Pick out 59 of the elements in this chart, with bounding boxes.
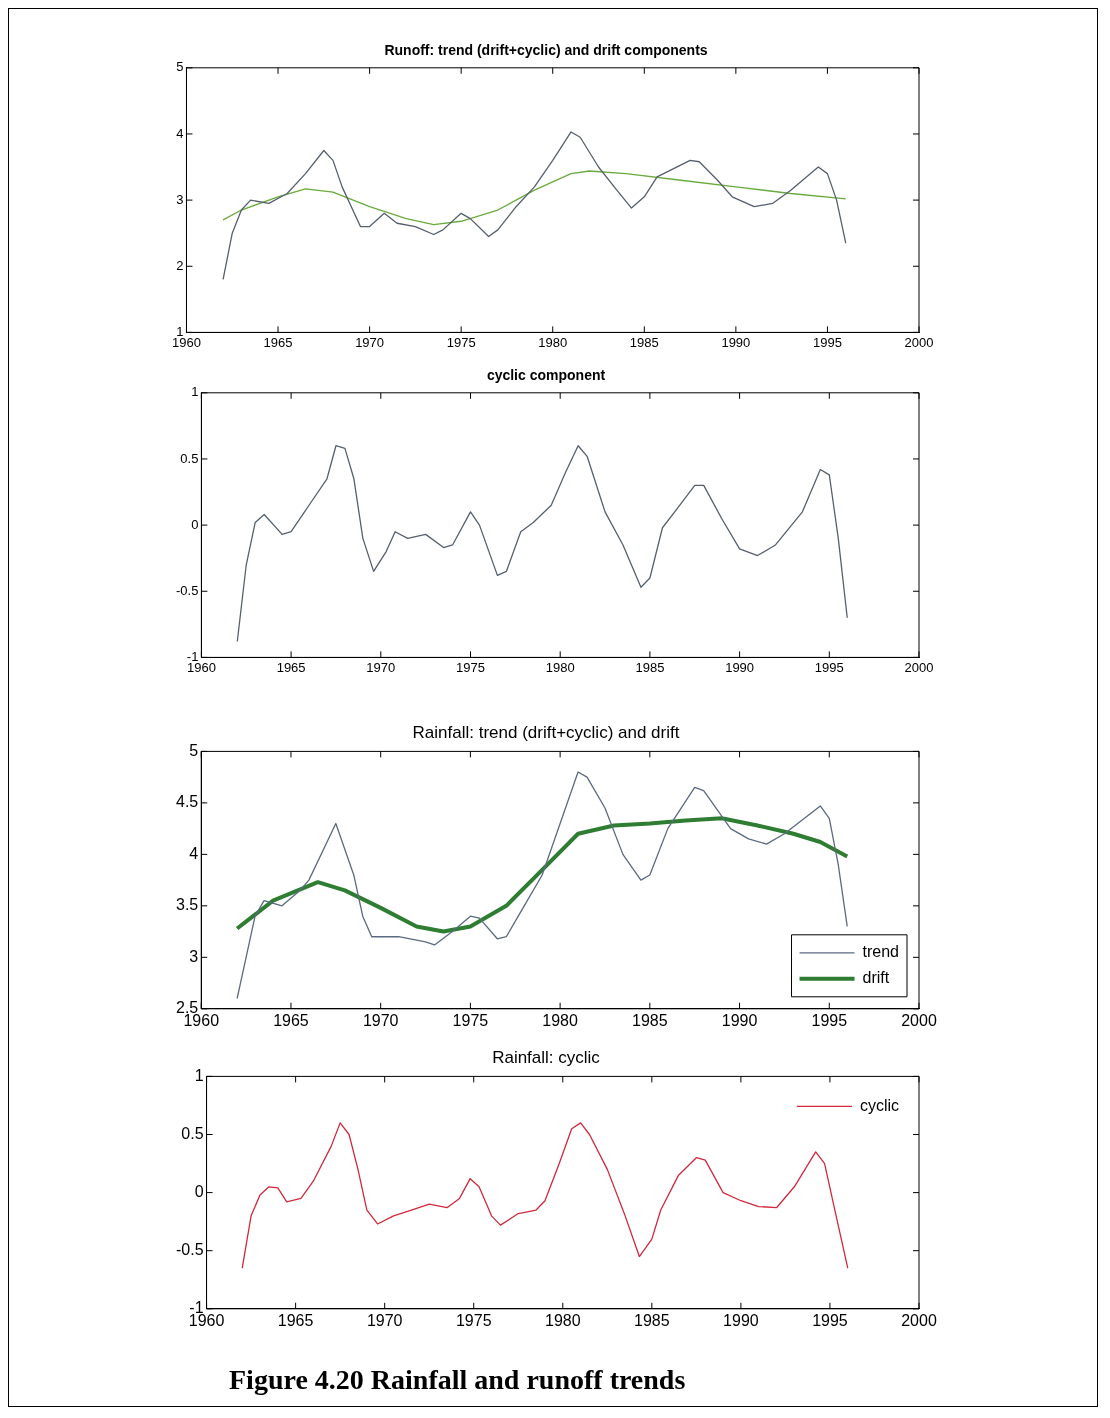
x-tick-label: 1995 xyxy=(814,659,844,675)
x-tick-label: 1970 xyxy=(366,1311,403,1329)
y-tick-label: 3 xyxy=(176,191,184,207)
y-tick-label: 1 xyxy=(194,1066,204,1084)
y-tick-label: 5 xyxy=(189,741,199,759)
x-tick-label: 1990 xyxy=(721,334,751,350)
x-tick-label: 1985 xyxy=(635,659,665,675)
legend-label: drift xyxy=(862,969,890,987)
chart-title: Rainfall: cyclic xyxy=(492,1047,601,1067)
x-tick-label: 1970 xyxy=(355,334,385,350)
x-tick-label: 1990 xyxy=(721,1011,758,1029)
x-tick-label: 1965 xyxy=(263,334,293,350)
y-tick-label: 0 xyxy=(194,1183,204,1201)
y-tick-label: 0.5 xyxy=(181,1124,204,1142)
y-tick-label: 4.5 xyxy=(175,793,199,811)
x-tick-label: 1970 xyxy=(362,1011,399,1029)
x-tick-label: 1980 xyxy=(545,659,575,675)
x-tick-label: 2000 xyxy=(904,659,934,675)
y-tick-label: -0.5 xyxy=(175,582,199,598)
chart-title: cyclic component xyxy=(486,367,606,384)
x-tick-label: 1980 xyxy=(542,1011,579,1029)
y-tick-label: 3 xyxy=(189,947,199,965)
y-tick-label: 3.5 xyxy=(175,896,199,914)
caption: Figure 4.20 Rainfall and runoff trends xyxy=(229,1364,687,1396)
x-tick-label: 2000 xyxy=(901,1011,937,1029)
x-tick-label: 1995 xyxy=(812,1311,848,1329)
legend-label: cyclic xyxy=(859,1096,899,1114)
y-tick-label: 1 xyxy=(191,384,199,400)
x-tick-label: 1970 xyxy=(366,659,396,675)
y-tick-label: 4 xyxy=(176,125,184,141)
x-tick-label: 1965 xyxy=(276,659,306,675)
x-tick-label: 1965 xyxy=(277,1311,314,1329)
x-tick-label: 1985 xyxy=(634,1311,670,1329)
x-tick-label: 1990 xyxy=(725,659,755,675)
x-tick-label: 1980 xyxy=(544,1311,581,1329)
x-tick-label: 1985 xyxy=(629,334,659,350)
legend-label: trend xyxy=(862,943,899,961)
x-tick-label: 1995 xyxy=(812,334,842,350)
y-tick-label: -1 xyxy=(186,648,199,664)
x-tick-label: 1995 xyxy=(811,1011,848,1029)
x-tick-label: 2000 xyxy=(901,1311,937,1329)
chart-title: Runoff: trend (drift+cyclic) and drift components xyxy=(384,42,708,59)
y-tick-label: -0.5 xyxy=(175,1241,204,1259)
x-tick-label: 1975 xyxy=(446,334,476,350)
x-tick-label: 1990 xyxy=(723,1311,759,1329)
x-tick-label: 1980 xyxy=(538,334,568,350)
x-tick-label: 1975 xyxy=(452,1011,489,1029)
y-tick-label: 2 xyxy=(176,257,184,273)
chart-title: Rainfall: trend (drift+cyclic) and drift xyxy=(412,722,680,742)
y-tick-label: 4 xyxy=(189,844,199,862)
x-tick-label: 1985 xyxy=(632,1011,668,1029)
x-tick-label: 1965 xyxy=(273,1011,309,1029)
x-tick-label: 2000 xyxy=(904,334,934,350)
x-tick-label: 1975 xyxy=(455,1311,492,1329)
y-tick-label: 0.5 xyxy=(180,450,199,466)
x-tick-label: 1975 xyxy=(456,659,485,675)
y-tick-label: 1 xyxy=(176,323,184,339)
y-tick-label: 5 xyxy=(176,59,184,75)
y-tick-label: 0 xyxy=(191,516,199,532)
